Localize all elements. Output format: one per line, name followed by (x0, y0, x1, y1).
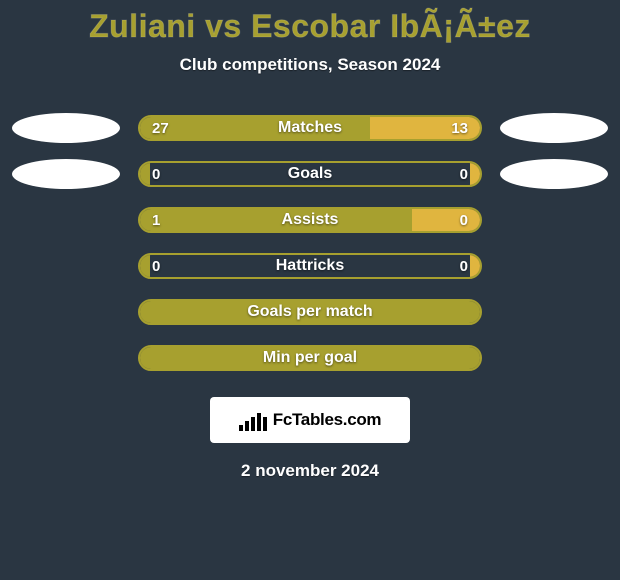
page-subtitle: Club competitions, Season 2024 (180, 55, 441, 75)
branding-badge[interactable]: FcTables.com (210, 397, 410, 443)
left-ellipse (12, 159, 120, 189)
stat-bar-right-fill (412, 209, 480, 231)
stat-bar-left-fill (140, 255, 150, 277)
stat-bar: Min per goal (138, 345, 482, 371)
stat-bar-left-fill (140, 209, 412, 231)
stat-rows: Matches2713Goals00Assists10Hattricks00Go… (0, 105, 620, 381)
stat-bar-right-fill (470, 163, 480, 185)
stat-row: Goals per match (0, 289, 620, 335)
stat-row: Assists10 (0, 197, 620, 243)
stat-row: Matches2713 (0, 105, 620, 151)
stat-label: Hattricks (140, 257, 480, 275)
right-ellipse (500, 113, 608, 143)
stat-value-right: 0 (460, 166, 468, 183)
stat-bar: Hattricks0 0 (138, 253, 482, 279)
stat-label: Goals (140, 165, 480, 183)
stat-bar-right-fill (470, 255, 480, 277)
stat-value-left: 0 (152, 258, 160, 275)
stat-bar-right-fill (370, 117, 481, 139)
footer-date: 2 november 2024 (241, 461, 379, 481)
bar-chart-icon (239, 409, 267, 431)
stat-value-left: 0 (152, 166, 160, 183)
left-ellipse (12, 113, 120, 143)
branding-text: FcTables.com (273, 410, 382, 430)
page-root: Zuliani vs Escobar IbÃ¡Ã±ez Club competi… (0, 0, 620, 580)
stat-value-right: 0 (460, 258, 468, 275)
stat-bar: Goals0 0 (138, 161, 482, 187)
stat-bar-left-fill (140, 347, 480, 369)
stat-bar-left-fill (140, 117, 370, 139)
right-ellipse (500, 159, 608, 189)
stat-bar-left-fill (140, 163, 150, 185)
stat-bar: Goals per match (138, 299, 482, 325)
stat-row: Hattricks0 0 (0, 243, 620, 289)
stat-row: Goals0 0 (0, 151, 620, 197)
page-title: Zuliani vs Escobar IbÃ¡Ã±ez (89, 8, 531, 45)
stat-row: Min per goal (0, 335, 620, 381)
stat-bar: Assists10 (138, 207, 482, 233)
stat-bar-left-fill (140, 301, 480, 323)
stat-bar: Matches2713 (138, 115, 482, 141)
